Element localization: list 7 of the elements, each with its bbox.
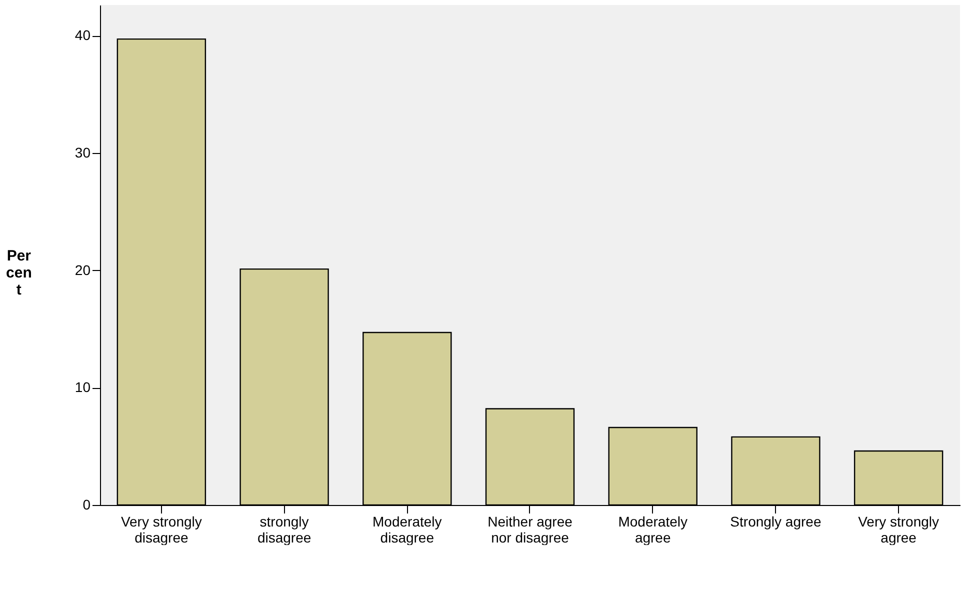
y-axis-title: Percent [6, 248, 32, 298]
y-tick-label: 30 [74, 144, 91, 160]
y-tick-label: 0 [82, 496, 91, 512]
y-tick-label: 40 [74, 27, 91, 44]
y-tick-label: 20 [74, 262, 91, 278]
y-tick-label: 10 [74, 379, 91, 396]
x-tick-label: Strongly agree [730, 514, 822, 530]
